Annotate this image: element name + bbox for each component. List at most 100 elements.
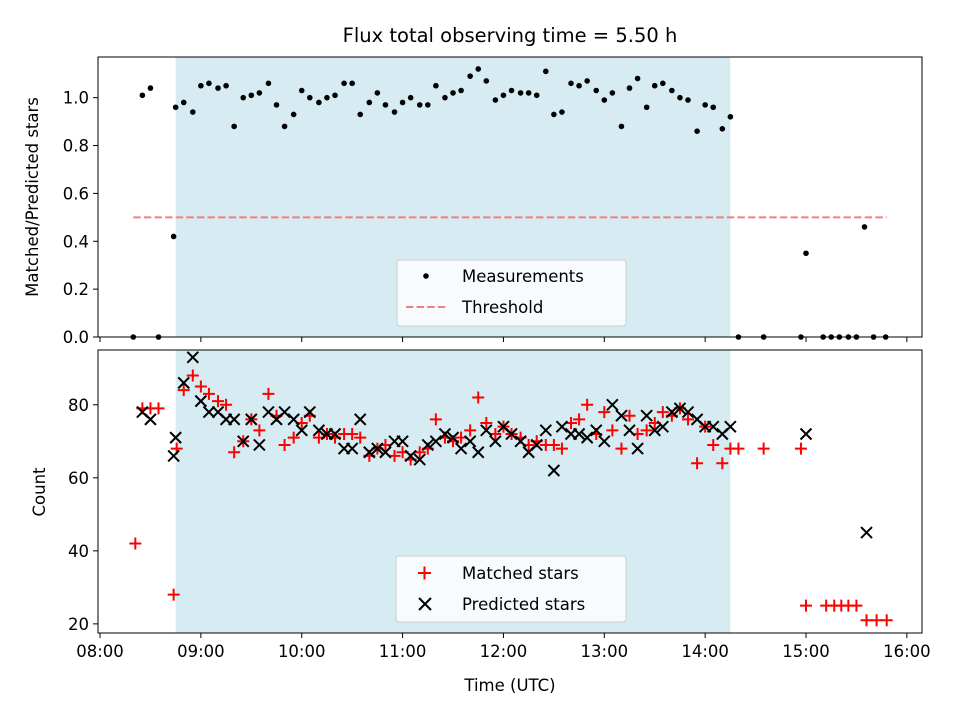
measurement-point [492, 97, 499, 103]
top-y-tick-label: 0.4 [63, 232, 89, 251]
matched-star-point [472, 391, 485, 404]
measurement-point [702, 102, 708, 108]
predicted-star-point [555, 420, 569, 433]
predicted-star-point [169, 431, 182, 444]
predicted-star-point [194, 394, 208, 408]
measurement-point [180, 99, 187, 106]
matched-star-point [581, 398, 594, 411]
measurement-point [719, 125, 726, 132]
measurement-point [727, 114, 734, 120]
predicted-star-point [681, 405, 695, 419]
measurement-point [551, 111, 557, 118]
matched-star-point [623, 409, 636, 422]
predicted-star-point [303, 405, 317, 419]
measurement-point [618, 123, 625, 130]
measurement-point [442, 94, 448, 101]
measurement-point [190, 109, 196, 115]
measurement-point [407, 94, 414, 101]
x-axis-label: Time (UTC) [463, 676, 555, 695]
predicted-star-point [379, 446, 392, 459]
predicted-star-point [623, 424, 636, 437]
matched-star-point [794, 442, 807, 455]
predicted-star-point [312, 424, 326, 437]
predicted-star-point [186, 351, 200, 364]
x-tick-label: 16:00 [883, 642, 931, 661]
count-points [129, 351, 893, 627]
matched-star-point [167, 588, 180, 601]
measurement-point [543, 68, 549, 75]
x-tick-label: 10:00 [278, 642, 326, 661]
measurement-point [593, 87, 600, 94]
predicted-star-point [480, 424, 493, 437]
measurement-point [601, 97, 608, 103]
matched-star-point [555, 442, 568, 455]
bottom-y-tick-label: 60 [68, 469, 89, 488]
matched-star-point [870, 614, 883, 627]
measurement-point [290, 111, 297, 118]
predicted-star-point [363, 446, 376, 459]
predicted-star-point [724, 420, 737, 433]
predicted-star-point [580, 431, 594, 444]
matched-star-point [262, 387, 275, 400]
measurement-point [416, 102, 423, 108]
matched-star-point [388, 449, 401, 462]
matched-star-point [220, 398, 233, 411]
bottom-legend-box [395, 555, 627, 623]
measurement-point [206, 80, 212, 87]
measurement-point [643, 104, 650, 111]
matched-star-point [429, 413, 442, 426]
matched-star-point [413, 446, 426, 459]
measurement-point [139, 92, 146, 99]
measurement-point [265, 80, 272, 87]
predicted-star-point [144, 413, 157, 426]
x-tick-label: 12:00 [480, 642, 528, 661]
legend-label-measurements: Measurements [462, 267, 584, 286]
predicted-star-point [606, 398, 619, 411]
measurement-point [634, 75, 641, 82]
measurement-point [349, 80, 355, 87]
measurement-point [357, 111, 364, 118]
predicted-star-point [454, 442, 468, 455]
top-y-axis-label: Matched/Predicted stars [23, 97, 42, 297]
matched-star-point [565, 417, 578, 430]
predicted-star-point [438, 427, 452, 441]
predicted-star-point [707, 420, 720, 433]
measurement-point [694, 128, 700, 134]
matched-star-point [800, 599, 813, 612]
measurement-point [508, 87, 515, 94]
measurement-point [559, 109, 565, 115]
matched-star-point [177, 384, 190, 397]
measurement-point [584, 78, 590, 84]
matched-star-point [212, 395, 225, 408]
predicted-star-point [463, 435, 477, 448]
predicted-star-point [413, 453, 426, 466]
measurement-point [467, 73, 473, 79]
measurement-point [382, 102, 389, 108]
measurement-point [256, 90, 263, 96]
predicted-star-point [640, 409, 653, 422]
matched-star-point [860, 614, 873, 627]
predicted-star-point [421, 438, 435, 452]
measurement-point [281, 123, 288, 130]
matched-star-point [480, 417, 493, 430]
measurement-point [609, 90, 616, 96]
predicted-star-point [505, 427, 518, 441]
matched-star-point [682, 413, 695, 426]
predicted-star-point [345, 442, 359, 455]
x-tick-label: 15:00 [782, 642, 830, 661]
matched-star-point [152, 402, 165, 415]
measurement-point [576, 82, 582, 89]
predicted-star-point [530, 438, 543, 452]
predicted-star-point [590, 424, 603, 437]
top-y-axis: 0.0 0.2 0.4 0.6 0.8 1.0 [63, 89, 98, 347]
matched-star-point [691, 457, 704, 470]
matched-star-point [615, 442, 628, 455]
predicted-star-point [245, 413, 258, 426]
predicted-star-point [446, 431, 460, 444]
matched-star-point [354, 431, 367, 444]
top-panel: 0.0 0.2 0.4 0.6 0.8 1.0 Flux total observing … [23, 24, 923, 347]
x-tick-label: 09:00 [177, 642, 225, 661]
predicted-star-point [656, 420, 670, 433]
measurement-point [669, 87, 675, 94]
measurement-point [568, 80, 574, 87]
